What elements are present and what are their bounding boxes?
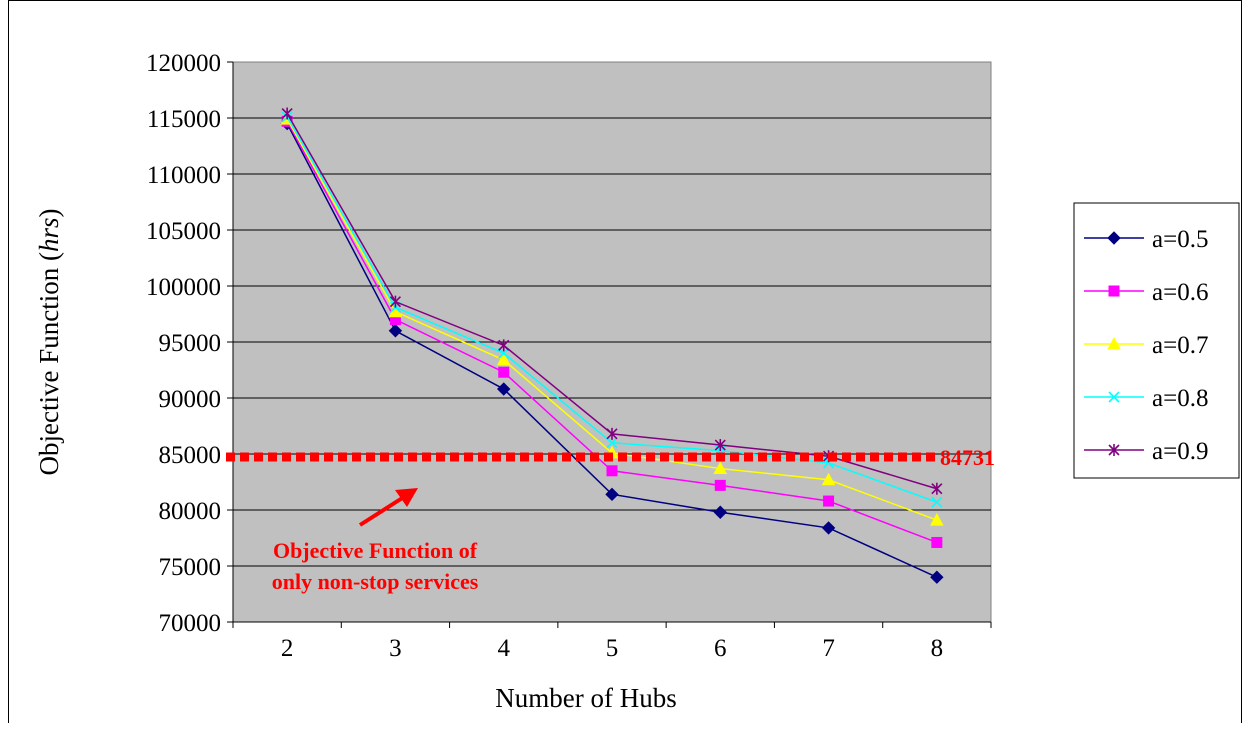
annotation-line-1: Objective Function of <box>273 538 478 563</box>
data-point <box>388 324 403 338</box>
y-tick-label: 100000 <box>146 274 221 301</box>
data-point <box>821 521 836 535</box>
data-point <box>1107 231 1121 245</box>
reference-line-label: 84731 <box>940 445 995 470</box>
annotation-arrow-shaft <box>358 493 409 527</box>
data-point <box>931 536 943 548</box>
legend-item-5: a=0.9 <box>1084 438 1208 465</box>
x-tick-label: 3 <box>389 635 402 662</box>
data-point <box>930 570 944 584</box>
y-axis-title-suffix: ) <box>34 209 64 218</box>
y-tick-label: 105000 <box>146 218 221 245</box>
data-point <box>1108 285 1120 297</box>
y-tick-label: 110000 <box>147 162 221 189</box>
data-point <box>931 482 943 495</box>
y-tick-label: 70000 <box>159 610 222 637</box>
data-point <box>823 495 835 507</box>
data-point <box>1108 391 1120 403</box>
data-point <box>281 107 293 120</box>
y-axis-title-prefix: Objective Function ( <box>34 252 64 475</box>
x-tick-label: 6 <box>714 635 727 662</box>
y-tick-label: 95000 <box>159 330 222 357</box>
data-point <box>606 465 618 477</box>
x-axis-title: Number of Hubs <box>495 683 676 713</box>
y-tick-label: 85000 <box>159 442 222 469</box>
y-tick-label: 80000 <box>159 498 222 525</box>
y-tick-label: 115000 <box>147 106 221 133</box>
legend-label: a=0.5 <box>1152 226 1208 253</box>
data-point-stroke <box>498 347 510 359</box>
data-point <box>498 339 510 352</box>
legend: a=0.5 a=0.6 a=0.7 a=0.8 a=0.9 <box>1073 202 1240 479</box>
annotation-arrow-head <box>395 488 418 507</box>
annotation-line-2: only non-stop services <box>272 569 479 594</box>
gridlines <box>233 117 991 567</box>
data-point <box>930 513 944 526</box>
x-tick-label: 7 <box>822 635 835 662</box>
data-point <box>498 366 510 378</box>
data-point-stroke <box>606 437 618 449</box>
y-axis-title: Objective Function (hrs) <box>34 209 64 476</box>
data-point <box>821 472 836 486</box>
y-tick-label: 90000 <box>159 386 222 413</box>
y-tick-label: 75000 <box>159 554 222 581</box>
data-point <box>714 439 726 452</box>
legend-item-1: a=0.5 <box>1084 226 1208 253</box>
y-axis-ticks: 70000 75000 80000 85000 90000 95000 100000 1050… <box>146 50 234 637</box>
data-point <box>713 461 728 475</box>
legend-item-4: a=0.8 <box>1084 385 1208 412</box>
data-point <box>931 496 943 508</box>
data-point <box>496 352 511 366</box>
annotation: Objective Function of only non-stop serv… <box>272 488 479 594</box>
legend-label: a=0.8 <box>1152 385 1208 412</box>
x-tick-label: 8 <box>931 635 944 662</box>
legend-label: a=0.6 <box>1152 279 1208 306</box>
x-tick-label: 4 <box>497 635 510 662</box>
data-point-stroke <box>931 496 943 508</box>
data-point <box>713 505 727 519</box>
x-tick-label: 2 <box>281 635 294 662</box>
legend-box <box>1073 202 1240 479</box>
legend-label: a=0.9 <box>1152 438 1208 465</box>
data-point <box>1107 336 1121 350</box>
chart-frame <box>8 0 1242 723</box>
x-axis-ticks: 2 3 4 5 6 7 8 <box>232 621 992 662</box>
x-tick-label: 5 <box>606 635 619 662</box>
series-1 <box>280 116 944 584</box>
legend-item-2: a=0.6 <box>1084 279 1208 306</box>
data-point <box>1108 444 1120 456</box>
y-tick-label: 120000 <box>146 50 221 77</box>
data-point <box>606 437 618 449</box>
y-axis-title-unit: hrs <box>34 218 64 253</box>
data-point <box>714 479 726 491</box>
reference-line-group: 84731 <box>226 445 995 470</box>
data-point <box>498 347 510 359</box>
data-point <box>605 487 619 502</box>
legend-label: a=0.7 <box>1152 332 1208 359</box>
legend-item-3: a=0.7 <box>1084 332 1208 359</box>
data-point <box>497 382 511 396</box>
data-point-stroke <box>1108 391 1120 403</box>
data-point <box>606 427 618 440</box>
data-point <box>389 295 401 308</box>
